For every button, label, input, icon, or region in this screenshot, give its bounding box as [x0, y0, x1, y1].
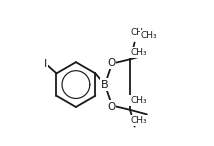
Text: CH: CH	[130, 28, 143, 37]
Text: CH₃: CH₃	[141, 31, 158, 40]
Text: CH₃: CH₃	[130, 116, 147, 125]
Text: CH₃: CH₃	[130, 48, 147, 57]
Text: O: O	[107, 102, 115, 112]
Text: O: O	[107, 58, 115, 68]
Text: CH₃: CH₃	[130, 96, 147, 105]
Text: I: I	[43, 59, 47, 69]
Text: B: B	[101, 80, 109, 89]
